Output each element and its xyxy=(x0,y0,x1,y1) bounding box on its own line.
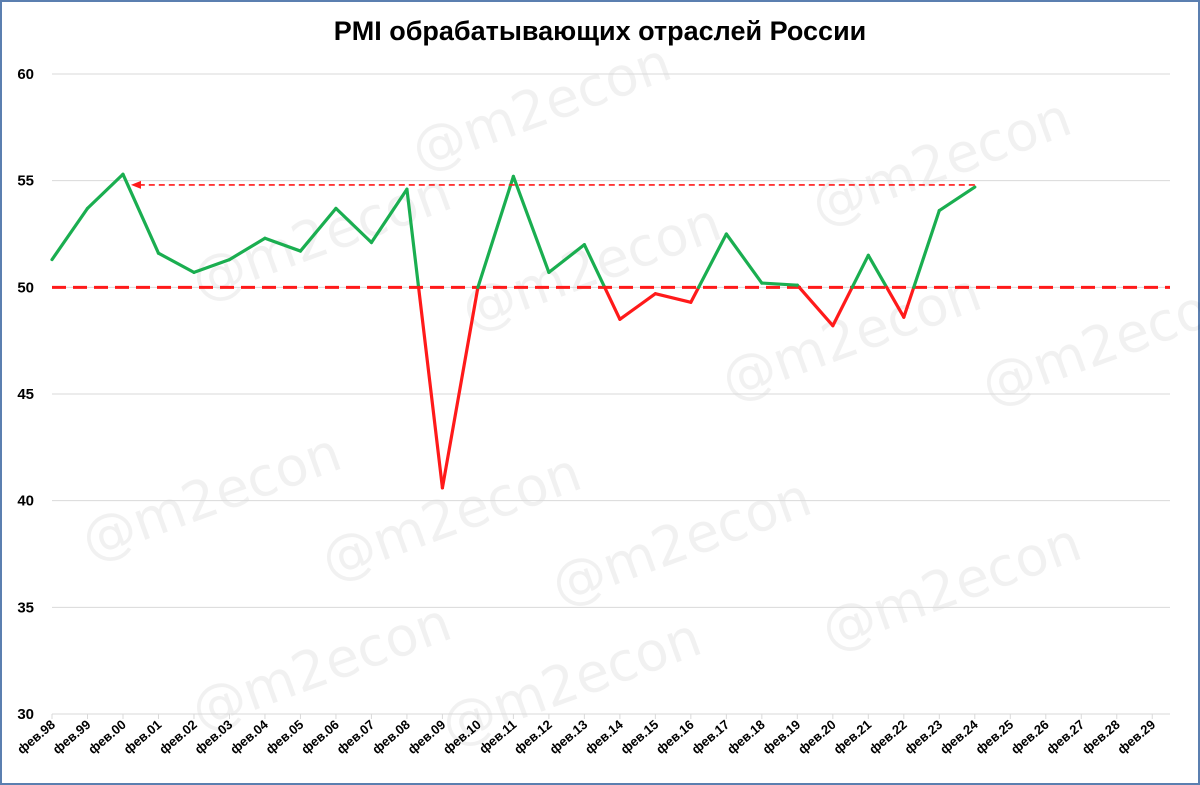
watermark-text: @m2econ xyxy=(403,30,679,182)
x-tick-label: фев.00 xyxy=(85,717,129,757)
pmi-series xyxy=(50,172,977,490)
x-tick-label: фев.99 xyxy=(50,717,94,757)
x-tick-label: фев.08 xyxy=(369,717,413,757)
pmi-segment-above xyxy=(405,187,421,289)
pmi-segment-above xyxy=(697,232,728,289)
watermark-text: @m2econ xyxy=(453,190,729,342)
x-tick-label: фев.15 xyxy=(618,717,662,757)
pmi-segment-above xyxy=(511,174,551,274)
pmi-segment-below xyxy=(689,285,701,304)
x-tick-label: фев.06 xyxy=(298,717,342,757)
x-tick-label: фев.17 xyxy=(689,717,733,757)
x-tick-label: фев.24 xyxy=(937,716,981,757)
y-tick-label: 30 xyxy=(17,706,34,723)
watermark-text: @m2econ xyxy=(73,420,349,572)
x-tick-label: фев.19 xyxy=(760,717,804,757)
x-tick-label: фев.29 xyxy=(1114,717,1158,757)
x-tick-label: фев.02 xyxy=(156,717,200,757)
pmi-segment-above xyxy=(156,251,196,274)
pmi-segment-above xyxy=(850,253,870,289)
pmi-segment-below xyxy=(831,285,854,328)
x-tick-label: фев.22 xyxy=(866,717,910,757)
pmi-segment-below xyxy=(797,285,835,328)
pmi-segment-above xyxy=(334,206,374,245)
y-tick-label: 50 xyxy=(17,279,34,296)
y-tick-label: 60 xyxy=(17,66,34,83)
x-tick-label: фев.28 xyxy=(1079,717,1123,757)
pmi-segment-above xyxy=(85,172,125,210)
x-tick-label: фев.09 xyxy=(405,717,449,757)
pmi-segment-above xyxy=(760,281,799,287)
reference-arrow-head xyxy=(130,180,141,189)
x-tick-label: фев.13 xyxy=(547,717,591,757)
pmi-segment-above xyxy=(476,174,515,289)
x-tick-label: фев.01 xyxy=(121,717,165,757)
pmi-segment-below xyxy=(603,285,622,321)
pmi-segment-below xyxy=(902,285,916,319)
pmi-segment-above xyxy=(298,206,338,253)
watermark-text: @m2econ xyxy=(713,260,989,412)
pmi-segment-above xyxy=(724,232,764,285)
pmi-segment-above xyxy=(582,243,607,289)
y-tick-label: 45 xyxy=(17,386,34,403)
x-tick-label: фев.21 xyxy=(831,717,875,757)
pmi-segment-below xyxy=(653,292,693,304)
x-tick-label: фев.23 xyxy=(901,717,945,757)
x-tick-label: фев.05 xyxy=(263,717,307,757)
pmi-segment-above xyxy=(912,208,941,289)
pmi-segment-above xyxy=(369,187,409,245)
x-tick-label: фев.18 xyxy=(724,717,768,757)
pmi-segment-above xyxy=(263,236,303,253)
watermark-text: @m2econ xyxy=(813,510,1089,662)
chart-title: PMI обрабатывающих отраслей России xyxy=(333,16,867,46)
pmi-segment-below xyxy=(618,292,657,321)
pmi-segment-above xyxy=(937,185,977,213)
x-tick-label: фев.20 xyxy=(795,717,839,757)
x-tick-label: фев.07 xyxy=(334,717,378,757)
x-tick-label: фев.26 xyxy=(1008,717,1052,757)
x-axis-ticks: фев.98фев.99фев.00фев.01фев.02фев.03фев.… xyxy=(14,714,1158,757)
pmi-segment-above xyxy=(866,253,889,289)
x-tick-label: фев.16 xyxy=(653,717,697,757)
pmi-segment-above xyxy=(227,236,267,262)
watermark-text: @m2econ xyxy=(803,85,1079,237)
pmi-segment-above xyxy=(547,243,586,274)
x-tick-label: фев.27 xyxy=(1043,717,1087,757)
pmi-segment-above xyxy=(192,258,232,274)
x-tick-label: фев.25 xyxy=(972,717,1016,757)
pmi-segment-above xyxy=(50,206,90,262)
y-tick-label: 40 xyxy=(17,493,34,510)
pmi-segment-below xyxy=(440,285,480,490)
y-tick-label: 55 xyxy=(17,173,34,190)
x-tick-label: фев.14 xyxy=(582,716,626,757)
y-tick-label: 35 xyxy=(17,599,34,616)
pmi-segment-below xyxy=(416,285,445,490)
y-axis-ticks: 30 35 40 45 50 55 60 xyxy=(17,66,34,723)
pmi-segment-above xyxy=(121,172,161,255)
pmi-segment-below xyxy=(885,285,906,319)
reference-arrow-layer xyxy=(130,180,975,189)
